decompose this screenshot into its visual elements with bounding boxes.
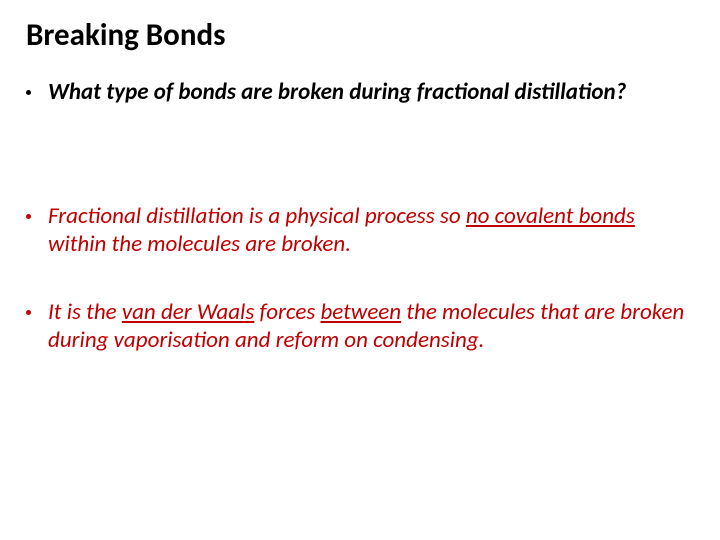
- answer-1-pre: Fractional distillation is a physical pr…: [48, 202, 466, 230]
- bullet-dot-icon: [26, 90, 31, 95]
- question-text: What type of bonds are broken during fra…: [48, 78, 626, 106]
- bullet-question: What type of bonds are broken during fra…: [26, 78, 694, 106]
- slide: Breaking Bonds What type of bonds are br…: [0, 0, 720, 540]
- answer-2-underline-1: van der Waals: [122, 298, 254, 326]
- answer-1-post: within the molecules are broken.: [48, 230, 351, 258]
- answer-1-underline-1: no covalent bonds: [466, 202, 635, 230]
- bullet-answer-1: Fractional distillation is a physical pr…: [26, 202, 694, 258]
- bullet-dot-icon: [26, 310, 31, 315]
- bullet-list: What type of bonds are broken during fra…: [26, 78, 694, 354]
- answer-2-underline-2: between: [320, 298, 401, 326]
- answer-2-mid: forces: [254, 298, 320, 326]
- bullet-dot-icon: [26, 214, 31, 219]
- bullet-answer-2: It is the van der Waals forces between t…: [26, 298, 694, 354]
- answer-2-pre: It is the: [48, 298, 122, 326]
- slide-title: Breaking Bonds: [26, 18, 694, 54]
